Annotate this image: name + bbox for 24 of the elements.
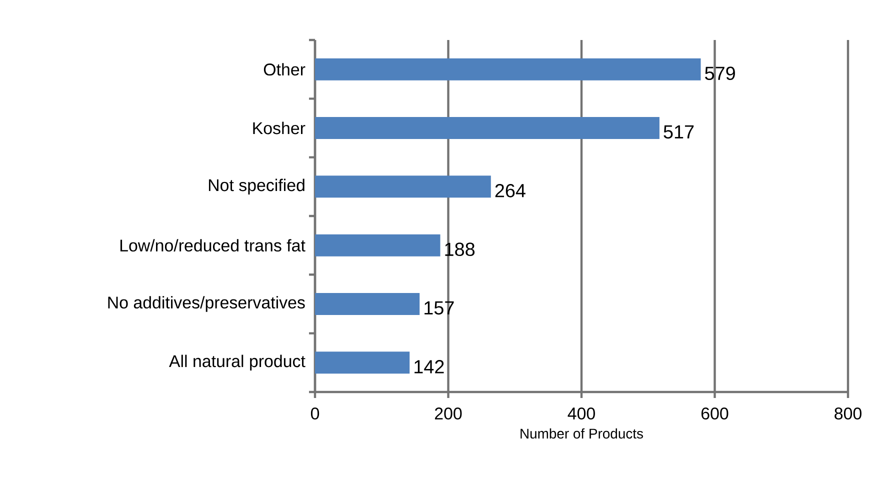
bar bbox=[315, 352, 410, 374]
x-tick-label: 400 bbox=[568, 408, 595, 420]
bar bbox=[315, 176, 491, 198]
data-label: 579 bbox=[705, 66, 735, 80]
data-label: 188 bbox=[445, 242, 475, 256]
x-axis-title: Number of Products bbox=[520, 428, 643, 439]
y-tick-label: Low/no/reduced trans fat bbox=[120, 239, 306, 252]
y-tick-label: Kosher bbox=[253, 122, 306, 134]
data-label: 517 bbox=[664, 125, 694, 139]
bar bbox=[315, 58, 701, 80]
bar bbox=[315, 234, 440, 256]
y-tick-label: Not specified bbox=[208, 178, 304, 195]
data-label: 157 bbox=[424, 301, 454, 315]
x-tick-label: 0 bbox=[310, 408, 320, 420]
y-tick-label: All natural product bbox=[169, 354, 306, 371]
data-label: 142 bbox=[414, 360, 444, 374]
y-tick-label: Other bbox=[264, 63, 306, 76]
bar bbox=[315, 292, 420, 315]
x-tick-label: 800 bbox=[834, 408, 862, 420]
bar bbox=[315, 116, 660, 139]
x-tick-label: 600 bbox=[701, 408, 728, 420]
data-label: 264 bbox=[495, 184, 526, 198]
x-tick-label: 200 bbox=[434, 408, 462, 420]
y-tick-label: No additives/preservatives bbox=[108, 296, 305, 312]
